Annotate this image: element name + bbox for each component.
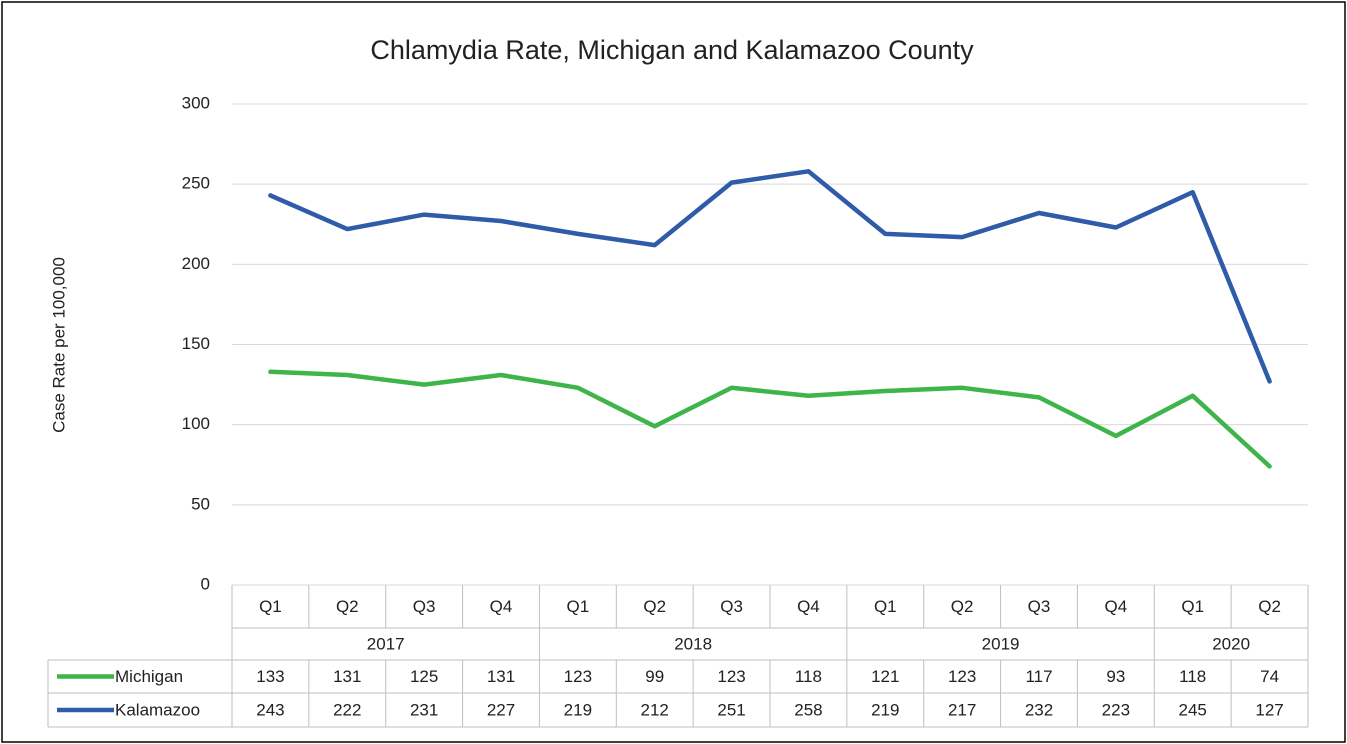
table-value: 118	[795, 667, 822, 686]
x-tick-label: Q3	[1028, 597, 1051, 616]
x-tick-label: Q4	[1105, 597, 1128, 616]
table-value: 93	[1106, 667, 1125, 686]
x-tick-label: Q1	[874, 597, 897, 616]
group-label: 2017	[367, 634, 405, 653]
legend-label: Kalamazoo	[115, 700, 200, 719]
x-tick-label: Q1	[1181, 597, 1204, 616]
y-axis-title: Case Rate per 100,000	[49, 257, 68, 433]
y-tick-label: 100	[182, 414, 210, 433]
table-value: 127	[1255, 700, 1283, 719]
table-value: 231	[410, 700, 438, 719]
x-tick-label: Q1	[259, 597, 282, 616]
x-tick-label: Q2	[1258, 597, 1281, 616]
y-tick-label: 50	[191, 494, 210, 513]
series-line	[268, 169, 1272, 384]
y-tick-label: 0	[201, 574, 210, 593]
y-tick-label: 300	[182, 93, 210, 112]
table-value: 223	[1102, 700, 1130, 719]
table-value: 117	[1025, 667, 1052, 686]
table-value: 123	[717, 667, 745, 686]
x-tick-label: Q3	[720, 597, 743, 616]
x-tick-label: Q2	[643, 597, 666, 616]
table-value: 74	[1260, 667, 1279, 686]
x-tick-label: Q2	[951, 597, 974, 616]
series-line	[268, 369, 1272, 469]
x-tick-label: Q1	[567, 597, 590, 616]
y-tick-label: 150	[182, 334, 210, 353]
table-value: 217	[948, 700, 976, 719]
x-tick-label: Q4	[797, 597, 820, 616]
group-label: 2018	[674, 634, 712, 653]
table-value: 131	[487, 667, 515, 686]
table-value: 118	[1179, 667, 1206, 686]
table-value: 125	[410, 667, 438, 686]
table-value: 99	[645, 667, 664, 686]
table-value: 258	[794, 700, 822, 719]
y-tick-label: 250	[182, 174, 210, 193]
table-value: 131	[333, 667, 361, 686]
group-label: 2019	[982, 634, 1020, 653]
table-value: 222	[333, 700, 361, 719]
table-value: 243	[256, 700, 284, 719]
x-tick-label: Q2	[336, 597, 359, 616]
table-value: 123	[564, 667, 592, 686]
table-value: 219	[564, 700, 592, 719]
table-value: 212	[641, 700, 669, 719]
table-value: 245	[1179, 700, 1207, 719]
y-tick-label: 200	[182, 254, 210, 273]
table-value: 232	[1025, 700, 1053, 719]
table-value: 123	[948, 667, 976, 686]
table-value: 121	[871, 667, 899, 686]
table-value: 227	[487, 700, 515, 719]
legend-label: Michigan	[115, 667, 183, 686]
x-tick-label: Q3	[413, 597, 436, 616]
table-value: 133	[256, 667, 284, 686]
x-tick-label: Q4	[490, 597, 513, 616]
table-value: 219	[871, 700, 899, 719]
chart-title: Chlamydia Rate, Michigan and Kalamazoo C…	[370, 35, 974, 65]
table-value: 251	[717, 700, 745, 719]
group-label: 2020	[1212, 634, 1250, 653]
